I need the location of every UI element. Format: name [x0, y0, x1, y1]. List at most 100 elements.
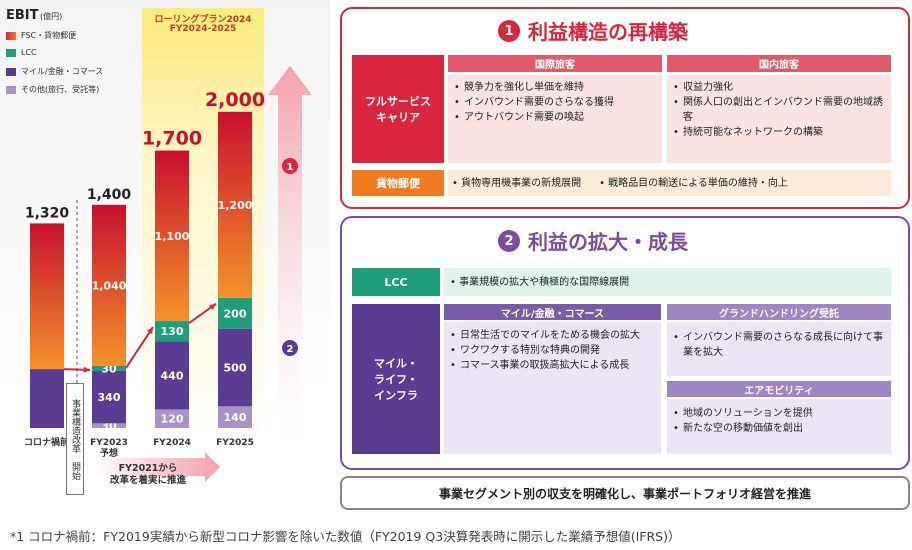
bar-segment-label: 140 [224, 411, 247, 424]
gh-header: グランドハンドリング受託 [667, 304, 891, 320]
mile-life-infra-label: マイル・ ライフ・ インフラ [352, 304, 440, 454]
am-item: 地域のソリューションを提供 [673, 406, 887, 421]
mile-header: マイル/金融・コマース [444, 304, 661, 320]
bar-precovid-upper [30, 223, 64, 370]
bar-segment-label: 200 [224, 307, 247, 320]
bar-segment-1 [92, 366, 126, 371]
lcc-cell: • 事業規模の拡大や積極的な国際線展開 [444, 268, 891, 296]
mile-item: ワクワクする特別な特典の開発 [450, 343, 657, 358]
category-label: FY2024 [153, 438, 191, 448]
gh-item: インバウンド需要のさらなる成長に向けて事業を拡大 [673, 330, 887, 360]
legend-label-other: その他(旅行、受託等) [21, 85, 100, 94]
panel1-col2-item: 関係人口の創出とインバウンド需要の地域誘客 [673, 95, 887, 125]
category-label: コロナ禍前*1 [24, 436, 80, 448]
category-label: FY2025 [216, 438, 254, 448]
legend-swatch-mile [6, 67, 16, 76]
bar-segment-0 [218, 111, 252, 298]
bar-segment-0 [155, 150, 189, 322]
am-item: 新たな空の移動価値を創出 [673, 421, 887, 436]
legend-item-mile: マイル/金融・コマース [6, 66, 103, 77]
bar-segment-1 [218, 297, 252, 329]
plan-label-2: FY2024-2025 [169, 24, 237, 34]
reform-arrow-label-2: 改革を着実に推進 [109, 475, 186, 486]
marker-2-text: 2 [287, 344, 294, 355]
step-arrow-head [146, 327, 153, 334]
footnote: *1 コロナ禍前：FY2019実績から新型コロナ影響を除いた数値（FY2019 … [10, 529, 681, 544]
bar-segment-label: 440 [161, 369, 184, 382]
bar-segment-0 [92, 204, 126, 366]
am-header: エアモビリティ [667, 381, 891, 397]
reform-arrow-label-1: FY2021から [118, 463, 178, 474]
step-arrow [125, 326, 154, 369]
reform-start-label: 事業構造改革 開始 [66, 383, 84, 495]
chart-unit: (億円) [40, 12, 63, 21]
bar-segment-label: 130 [161, 325, 184, 338]
lcc-label: LCC [352, 268, 440, 296]
bar-total-label: 1,400 [87, 187, 132, 203]
panel1-col2-item: 持続可能なネットワークの構築 [673, 125, 887, 140]
bar-segment-label: 1,200 [218, 199, 253, 212]
panel1-col2-item: 収益力強化 [673, 80, 887, 95]
marker-1-text: 1 [287, 162, 294, 173]
step-arrow-head [209, 303, 216, 310]
panel1-row2-cell: • 貨物専用機事業の新規展開 • 戦略品目の輸送による単価の維持・向上 [448, 170, 891, 196]
legend-swatch-other [6, 85, 16, 94]
legend-label-mile: マイル/金融・コマース [21, 67, 104, 76]
bar-segment-3 [218, 406, 252, 428]
portfolio-banner: 事業セグメント別の収支を明確化し、事業ポートフォリオ経営を推進 [340, 476, 910, 510]
step-arrow-head [83, 366, 90, 373]
panel1-row2-label: 貨物郵便 [352, 170, 444, 196]
bar-segment-2 [218, 328, 252, 407]
mile-cell: 日常生活でのマイルをためる機会の拡大 ワクワクする特別な特典の開発 コマース事業… [444, 322, 661, 454]
panel1-row2-item: • 戦略品目の輸送による単価の維持・向上 [599, 177, 788, 189]
panel1-col2-cell: 収益力強化 関係人口の創出とインバウンド需要の地域誘客 持続可能なネットワークの… [667, 75, 891, 163]
mile-item: 日常生活でのマイルをためる機会の拡大 [450, 328, 657, 343]
panel1-col2-header: 国内旅客 [667, 55, 891, 72]
marker-2-dot [282, 340, 298, 356]
bar-segment-label: 340 [98, 391, 121, 404]
reform-arrow [92, 452, 220, 482]
bar-total-label: 1,700 [142, 128, 202, 150]
panel1-number-badge: 1 [498, 20, 520, 42]
panel2-title: 利益の拡大・成長 [528, 230, 688, 254]
panel1-col1-item: インバウンド需要のさらなる獲得 [454, 95, 658, 110]
bar-total-label: 1,320 [25, 205, 70, 221]
bar-segment-3 [92, 423, 126, 428]
plan-label-1: ローリングプラン2024 [154, 15, 252, 25]
bar-segment-2 [92, 370, 126, 424]
panel1-row1-label: フルサービス キャリア [352, 55, 444, 163]
category-label: 予想 [100, 447, 118, 459]
bar-segment-3 [155, 409, 189, 428]
panel1-col1-item: 競争力を強化し単価を維持 [454, 80, 658, 95]
panel1-col1-header: 国際旅客 [448, 55, 662, 72]
legend-label-lcc: LCC [21, 48, 37, 57]
panel2-number-badge: 2 [498, 230, 520, 252]
category-label: FY2023 [90, 438, 128, 448]
lcc-item: • 事業規模の拡大や積極的な国際線展開 [450, 276, 630, 288]
mile-item: コマース事業の取扱高拡大による成長 [450, 358, 657, 373]
bar-segment-1 [155, 321, 189, 342]
panel1-row2-item: • 貨物専用機事業の新規展開 [452, 177, 582, 189]
bar-precovid-lower [30, 369, 64, 428]
bar-segment-label: 500 [224, 362, 247, 375]
bar-segment-label: 1,040 [92, 279, 127, 292]
bar-segment-label: 120 [161, 413, 184, 426]
bar-total-label: 2,000 [205, 89, 265, 111]
legend-swatch-fsc [6, 31, 16, 40]
legend-item-lcc: LCC [6, 48, 37, 57]
legend-item-fsc: FSC・貨物郵便 [6, 30, 76, 41]
panel1-col1-cell: 競争力を強化し単価を維持 インバウンド需要のさらなる獲得 アウトバウンド需要の喚… [448, 75, 662, 163]
am-cell: 地域のソリューションを提供 新たな空の移動価値を創出 [667, 399, 891, 454]
bar-segment-2 [155, 341, 189, 410]
marker-1-dot [282, 158, 298, 174]
ebit-chart: 1 2 1,320コロナ禍前*130340301,0401,400FY2023予… [24, 66, 312, 482]
legend-item-other: その他(旅行、受託等) [6, 84, 99, 95]
panel1-title: 利益構造の再構築 [528, 20, 688, 44]
legend-label-fsc: FSC・貨物郵便 [21, 31, 77, 40]
chart-title: EBIT [6, 8, 39, 23]
bar-segment-label: 1,100 [155, 230, 190, 243]
growth-up-arrow [268, 66, 312, 448]
gh-cell: インバウンド需要のさらなる成長に向けて事業を拡大 [667, 322, 891, 376]
panel1-col1-item: アウトバウンド需要の喚起 [454, 110, 658, 125]
legend-swatch-lcc [6, 48, 16, 57]
